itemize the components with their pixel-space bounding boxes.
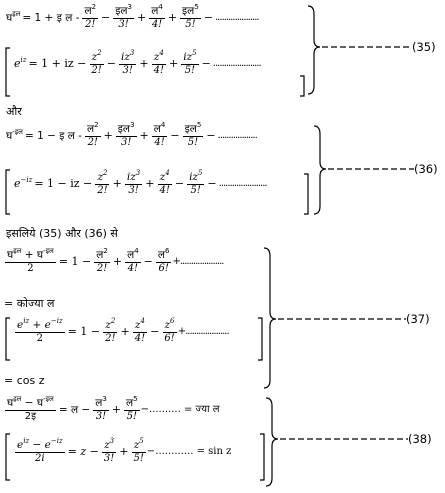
left-bracket-37 [5,317,10,361]
eq37-latin-lhs-fraction: eiz + e−iz 2 [15,317,65,344]
brace-38 [265,397,279,487]
eq37-hindi-result: = कोज्या ल [4,297,55,310]
eq37-hindi-eq: = 1 − [58,255,92,269]
eq36-latin-lhs: e−iz [14,176,33,191]
eq38-latin-term1: z3 3! [102,437,117,464]
eq36-hindi-line: घ-इल = 1 − इ ल - ल2 2! + इल3 3! + ल4 4! − इ… [6,121,258,148]
brace-36 [313,125,327,215]
eq35-latin-term1: z2 2! [89,49,104,76]
eq38-hindi-lhs-fraction: घइल − घ-इल 2इ [5,395,56,422]
eq36-hindi-term2: इल3 3! [115,121,137,148]
brace-35 [307,5,321,95]
eq38-hindi-term1: ल3 3! [93,395,109,422]
left-bracket-36 [5,169,10,215]
eq36-latin-term1: z2 2! [95,169,110,196]
eq36-latin-term3: z4 4! [157,169,172,196]
eq36-number: (36) [414,162,438,176]
brace-37 [263,247,277,389]
eq37-hindi-line: घइल + घ-इल 2 = 1 − ल2 2! + ल4 4! − ल6 6! +.… [5,247,224,274]
eq35-hindi-term2: इल3 3! [113,3,134,30]
eq36-latin-term2: iz3 3! [124,169,143,196]
eq35-number: (35) [412,40,436,54]
eq37-latin-line: eiz + e−iz 2 = 1 − z2 2! + z4 4! − z6 6! +.… [15,317,230,344]
eq38-latin-eq: = z − [67,445,99,459]
eq38-latin-term2: z5 5! [131,437,146,464]
right-bracket-36 [304,173,309,215]
eq37-hindi-term3: ल6 6! [155,247,172,274]
eq37-hindi-term1: ल2 2! [94,247,110,274]
left-bracket-35 [5,47,10,97]
eq35-hindi-term3: ल4 4! [149,3,165,30]
eq36-latin-line: e−iz = 1 − iz − z2 2! + iz3 3! + z4 4! − iz… [14,169,268,196]
eq37-latin-dots: +.................... [177,325,230,337]
connector-and: और [6,105,22,118]
eq35-latin-dots: ...................... [212,57,262,69]
eq38-number: (38) [408,432,432,446]
eq36-hindi-term1: ल2 2! [84,121,101,148]
right-bracket-37 [258,317,263,361]
eq35-hindi-lhs: घइल [6,9,21,24]
eq35-latin-lhs: eiz [14,56,27,71]
eq36-hindi-term3: ल4 4! [151,121,168,148]
eq35-latin-term4: iz5 5! [181,49,199,76]
eq38-latin-line: eiz − e−iz 2i = z − z3 3! + z5 5! −.......… [15,437,232,464]
left-bracket-38 [5,433,10,481]
eq35-hindi-eq: = 1 + इ ल - [22,11,80,24]
eq37-latin-term1: z2 2! [103,317,118,344]
right-bracket-38 [260,433,265,481]
eq35-hindi-term4: इल5 5! [180,3,201,30]
eq36-hindi-term4: इल5 5! [182,121,204,148]
eq35-hindi-term1: ल2 2! [82,3,99,30]
eq37-number: (37) [406,312,430,326]
eq37-hindi-dots: +.................... [172,255,224,267]
eq36-hindi-lhs: घ-इल [6,127,23,142]
eq35-latin-eq: = 1 + iz − [28,57,87,71]
eq36-latin-dots: ...................... [218,177,268,189]
eq35-latin-term3: z4 4! [151,49,166,76]
eq37-latin-result: = cos z [4,374,45,387]
eq38-hindi-eq: = ल − [58,403,91,416]
eq36-latin-term4: iz5 5! [187,169,205,196]
eq37-hindi-term2: ल4 4! [125,247,141,274]
eq37-hindi-lhs-fraction: घइल + घ-इल 2 [5,247,56,274]
eq38-hindi-term2: ल5 5! [124,395,140,422]
eq36-hindi-dots: .................. [217,129,258,141]
eq35-hindi-line: घइल = 1 + इ ल - ल2 2! − इल3 3! + ल4 4! + इल… [6,3,260,30]
eq35-hindi-dots: .................... [215,11,260,23]
eq36-latin-eq: = 1 − iz − [34,177,93,191]
eq38-hindi-line: घइल − घ-इल 2इ = ल − ल3 3! + ल5 5! −.......… [5,395,220,422]
eq38-latin-dots: −............ = sin z [146,445,232,457]
eq35-latin-line: eiz = 1 + iz − z2 2! − iz3 3! + z4 4! + iz5… [14,49,262,76]
eq37-latin-term2: z4 4! [132,317,147,344]
eq35-latin-term2: iz3 3! [119,49,137,76]
eq37-latin-eq: = 1 − [67,325,101,339]
right-bracket-35 [300,75,305,97]
eq38-latin-lhs-fraction: eiz − e−iz 2i [15,437,65,464]
eq36-hindi-eq: = 1 − इ ल - [24,129,82,142]
eq37-latin-term3: z6 6! [162,317,177,344]
connector-hence: इसलिये (35) और (36) से [6,227,118,240]
eq38-hindi-dots: −.......... = ज्या ल [140,403,220,415]
